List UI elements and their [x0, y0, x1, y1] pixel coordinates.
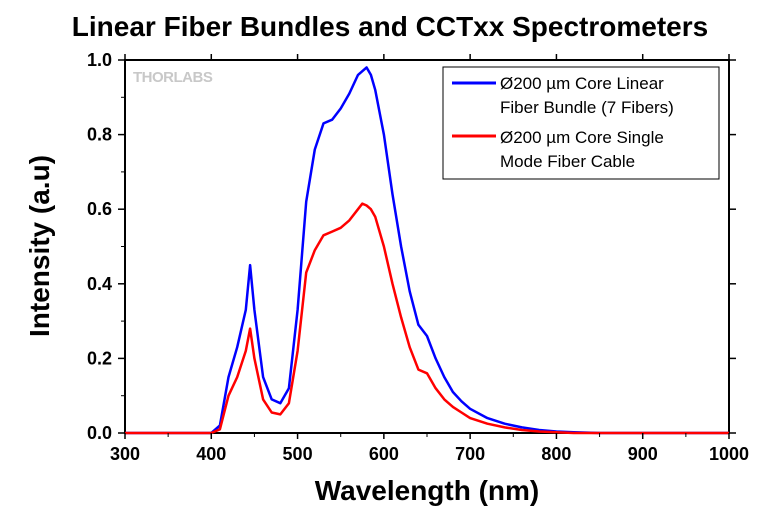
y-tick-label: 1.0	[87, 50, 112, 70]
y-tick-label: 0.2	[87, 348, 112, 368]
x-tick-label: 600	[369, 444, 399, 464]
legend-label-single-line1: Ø200 µm Core Single	[500, 128, 664, 147]
axis-ticks	[118, 54, 736, 439]
x-tick-label: 900	[628, 444, 658, 464]
chart-title: Linear Fiber Bundles and CCTxx Spectrome…	[72, 11, 708, 42]
x-tick-label: 300	[110, 444, 140, 464]
thorlabs-watermark: THORLABS	[133, 69, 213, 86]
legend-box	[442, 66, 720, 180]
watermark-text: THORLABS	[133, 69, 213, 86]
x-tick-label: 700	[455, 444, 485, 464]
x-tick-labels: 300 400 500 600 700 800 900 1000	[110, 444, 749, 464]
x-tick-label: 400	[196, 444, 226, 464]
series-group	[125, 66, 729, 435]
y-axis-label: Intensity (a.u)	[24, 155, 55, 337]
legend-label-bundle-line1: Ø200 µm Core Linear	[500, 74, 664, 93]
y-tick-label: 0.0	[87, 423, 112, 443]
y-tick-label: 0.6	[87, 199, 112, 219]
y-tick-label: 0.8	[87, 125, 112, 145]
series-line-0	[125, 66, 729, 435]
x-tick-label: 500	[283, 444, 313, 464]
legend: Ø200 µm Core Linear Fiber Bundle (7 Fibe…	[442, 66, 720, 180]
x-tick-label: 1000	[709, 444, 749, 464]
legend-label-single-line2: Mode Fiber Cable	[500, 152, 635, 171]
y-tick-label: 0.4	[87, 274, 112, 294]
legend-label-bundle-line2: Fiber Bundle (7 Fibers)	[500, 98, 674, 117]
y-tick-labels: 0.0 0.2 0.4 0.6 0.8 1.0	[87, 50, 112, 443]
series-line-1	[125, 202, 729, 435]
x-axis-label: Wavelength (nm)	[315, 475, 540, 506]
x-tick-label: 800	[541, 444, 571, 464]
